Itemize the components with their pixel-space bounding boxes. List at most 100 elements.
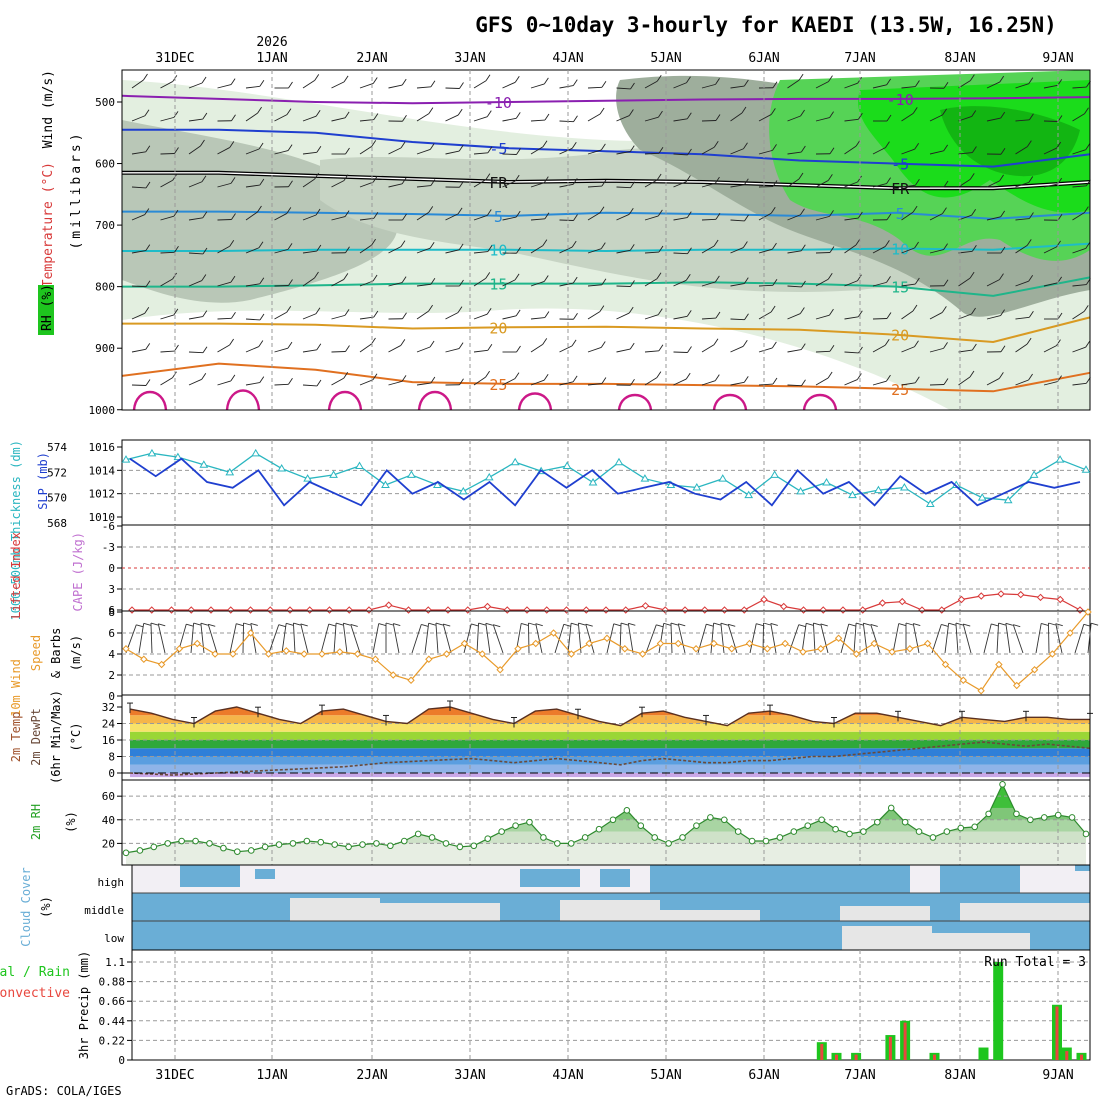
wind10-barb-flag <box>1083 623 1091 627</box>
wind-barb <box>673 118 688 122</box>
wind-barb-flag <box>601 179 607 187</box>
rh2m-marker <box>1054 811 1062 819</box>
wind10-marker <box>496 666 504 674</box>
upper-air-frame <box>121 69 1091 411</box>
wind10-barb-flag <box>1041 623 1049 626</box>
wind-barb-flag <box>231 312 236 319</box>
wind-barb-flag <box>486 110 492 117</box>
wind10-barb-flag <box>143 622 151 626</box>
wind10-barb <box>870 624 881 654</box>
rh2m-marker <box>971 823 978 831</box>
chart-title: GFS 0~10day 3-hourly for KAEDI (13.5W, 1… <box>475 13 1057 37</box>
wind10-barb <box>463 623 472 654</box>
wind-barb <box>644 278 658 287</box>
wind-barb-flag <box>743 79 749 87</box>
wind10-marker <box>763 645 772 653</box>
wind-barb-flag <box>772 180 778 187</box>
wind-barb-flag <box>287 144 293 151</box>
wind-barb <box>559 381 574 386</box>
precip-conv-bar <box>933 1054 936 1060</box>
thickness-marker <box>925 499 935 507</box>
wind-barb <box>644 179 658 188</box>
wind-barb <box>1015 280 1029 287</box>
wind-barb <box>559 120 574 123</box>
wind-barb-flag <box>1026 239 1032 246</box>
wind-barb <box>188 378 202 386</box>
wind-barb-flag <box>1084 107 1089 115</box>
wind10-barb-flag <box>728 623 736 627</box>
wind10-marker <box>264 650 273 658</box>
warm-contour <box>517 392 553 411</box>
wind-barb-flag <box>287 243 293 250</box>
rh2m-marker <box>526 818 533 826</box>
wind10-barb <box>190 623 195 654</box>
wind-barb-flag <box>401 375 407 382</box>
wind-barb-flag <box>485 370 490 378</box>
wind-barb-flag <box>829 210 834 217</box>
wind-barb-flag <box>572 276 578 284</box>
wind-barb <box>901 382 916 386</box>
wind-barb-flag <box>402 213 407 221</box>
wind10-marker <box>282 647 291 655</box>
wind-barb-flag <box>544 113 550 121</box>
wind-barb <box>815 350 831 353</box>
lifted-index-marker <box>641 602 650 610</box>
wind-barb-flag <box>315 208 321 216</box>
wind-barb <box>787 178 800 188</box>
wind-barb-flag <box>343 75 349 83</box>
wind-barb <box>844 118 859 122</box>
wind-barb-flag <box>286 305 292 313</box>
wind-barb-flag <box>429 340 435 348</box>
rh-band <box>126 831 1086 844</box>
wind-barb-flag <box>430 80 436 88</box>
wind10-barb <box>627 623 634 654</box>
lifted-index-marker <box>918 606 926 614</box>
lifted-index-marker <box>938 606 946 614</box>
lifted-index-marker <box>1076 606 1084 614</box>
wind-barb-flag <box>884 240 890 247</box>
wind-barb-flag <box>372 274 378 282</box>
tick-label: 0.44 <box>99 1015 126 1028</box>
wind-barb <box>901 346 915 353</box>
wind10-barb-flag <box>706 623 714 627</box>
isotherm-label: 15 <box>891 279 909 297</box>
wind-barb <box>473 376 486 386</box>
wind-barb-flag <box>658 344 664 352</box>
wind-barb-flag <box>373 113 379 120</box>
isotherm-label: 5 <box>896 205 905 223</box>
wind-barb-flag <box>371 140 377 147</box>
lifted-index-marker <box>444 606 452 614</box>
wind-barb-flag <box>827 174 833 181</box>
wind10-marker <box>211 650 219 658</box>
wind-barb <box>302 115 317 122</box>
cloud-bar <box>600 869 630 887</box>
upper-wind-barbs <box>131 73 1091 387</box>
footer-credit: GrADS: COLA/IGES <box>6 1084 122 1098</box>
bottom-date-axis: 31DEC 1JAN 2JAN 3JAN 4JAN 5JAN 6JAN 7JAN 8JAN 9JA… <box>155 1068 1073 1083</box>
wind10-barb <box>1012 624 1024 654</box>
wind10-barb-flag <box>535 623 543 627</box>
wind10-barb <box>200 623 205 654</box>
wind-barb-flag <box>402 312 407 320</box>
rh2m-marker <box>762 837 770 845</box>
wind-barb-flag <box>487 344 493 351</box>
warm-contour <box>617 393 653 411</box>
wind-barb <box>730 85 745 89</box>
wind-barb-flag <box>943 81 949 89</box>
rh2m-marker <box>832 825 839 833</box>
rh2m-marker <box>693 822 700 829</box>
wind-barb-flag <box>1029 311 1034 318</box>
rh2m-markers <box>122 781 1090 857</box>
wind-barb-flag <box>601 143 606 151</box>
wind-barb <box>730 345 744 353</box>
wind-barb-flag <box>686 175 691 182</box>
isotherm-label: FR <box>891 180 910 198</box>
wind-barb <box>559 183 574 188</box>
wind-barb-flag <box>229 239 235 247</box>
rh2m-marker <box>901 818 909 826</box>
wind-barb <box>958 116 972 122</box>
thickness-marker <box>718 474 728 482</box>
wind-barb <box>730 219 745 222</box>
tick-label: 60 <box>102 790 115 803</box>
lifted-index-marker <box>562 606 571 614</box>
